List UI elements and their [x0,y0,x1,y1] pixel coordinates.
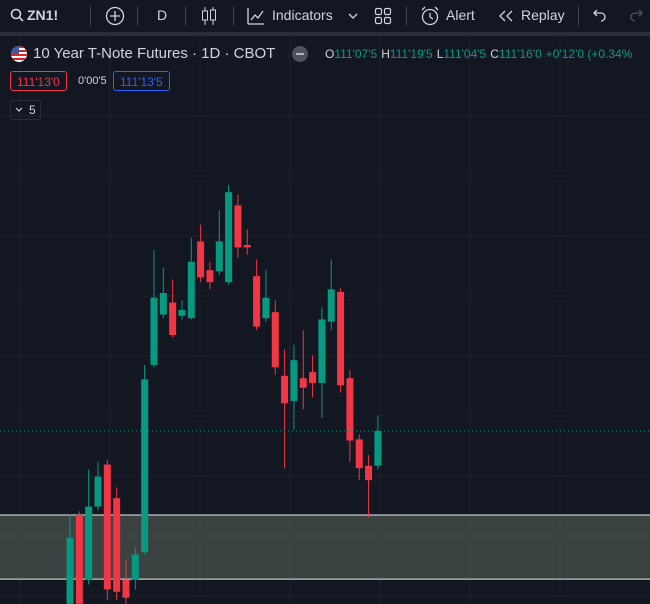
candle-body [178,309,186,316]
candle-body [169,302,177,335]
undo-icon[interactable] [592,8,608,22]
candle-body [66,537,74,604]
symbol[interactable]: ZN1! [27,7,59,23]
candle-body [206,270,214,283]
ohlc-key: H [381,47,390,61]
candle-body [150,297,158,365]
candle-body [374,430,382,466]
separator [233,6,234,26]
ohlc-value: 111'07'5 [334,47,378,61]
candle-body [271,312,279,368]
candle-body [327,289,335,322]
candle-body [187,261,195,319]
chevron [15,107,23,112]
collapse-icon[interactable] [291,46,309,62]
ohlc-key: O [325,47,335,61]
candle-body [85,506,93,580]
candle-body [103,464,111,590]
candle-body [122,579,130,598]
alert[interactable]: Alert [446,7,475,23]
candle-body [215,241,223,272]
interval[interactable]: D [157,7,168,23]
separator [90,6,91,26]
separator [137,6,138,26]
search-icon[interactable] [10,8,24,22]
candle-body [337,291,345,386]
alert-icon[interactable] [419,5,441,27]
candle-body [141,379,149,553]
candle-body [365,465,373,481]
indicator-count: 5 [29,103,36,117]
indicators[interactable]: Indicators [272,7,333,23]
ohlc-value: 111'16'0 [498,47,542,61]
chart-type-icon[interactable] [200,5,218,27]
candle-body [281,375,289,404]
buy-price[interactable]: 111'13'5 [113,71,170,91]
candle-body [234,205,242,248]
candle-body [131,554,139,580]
candle-body [346,378,354,441]
candle-body [225,192,233,283]
ohlc: O111'07'5 H111'19'5 L111'04'5 C111'16'0 +0'1… [325,47,632,61]
replay[interactable]: Replay [521,7,565,23]
spread: 0'00'5 [78,75,107,87]
ohlc-key: C [490,47,499,61]
indicator-toggle[interactable]: 5 [10,100,41,120]
separator [406,6,407,26]
candle-body [94,476,102,507]
candle-body [262,297,270,319]
candle-body [197,241,205,278]
legend-title: 10 Year T-Note Futures · 1D · CBOT [33,45,276,62]
layouts-icon[interactable] [374,7,392,25]
candle-body [159,292,167,315]
candle-body [290,360,298,401]
redo-icon[interactable] [628,8,644,22]
add-icon[interactable] [105,6,125,26]
candle-body [318,319,326,383]
flag-icon [11,46,27,62]
candle-body [355,439,363,469]
ohlc-key: L [436,47,444,61]
sell-price[interactable]: 111'13'0 [10,71,67,91]
separator [578,6,579,26]
zone [0,514,650,580]
separator [185,6,186,26]
indicators-icon[interactable] [246,6,266,26]
replay-icon[interactable] [497,9,515,23]
candle-body [113,498,121,592]
ohlc-value: 111'04'5 [443,47,487,61]
candle-body [243,244,251,248]
ohlc-value: 111'19'5 [389,47,433,61]
change: +0'12'0 (+0.34% [545,47,633,61]
chart [0,36,650,604]
candle-body [75,514,83,604]
candle-body [309,372,317,383]
toolbar: ZN1! D Indicators Alert Replay [0,0,650,36]
candle-body [299,378,307,388]
candle-body [253,276,261,327]
dropdown-icon[interactable] [348,12,358,20]
